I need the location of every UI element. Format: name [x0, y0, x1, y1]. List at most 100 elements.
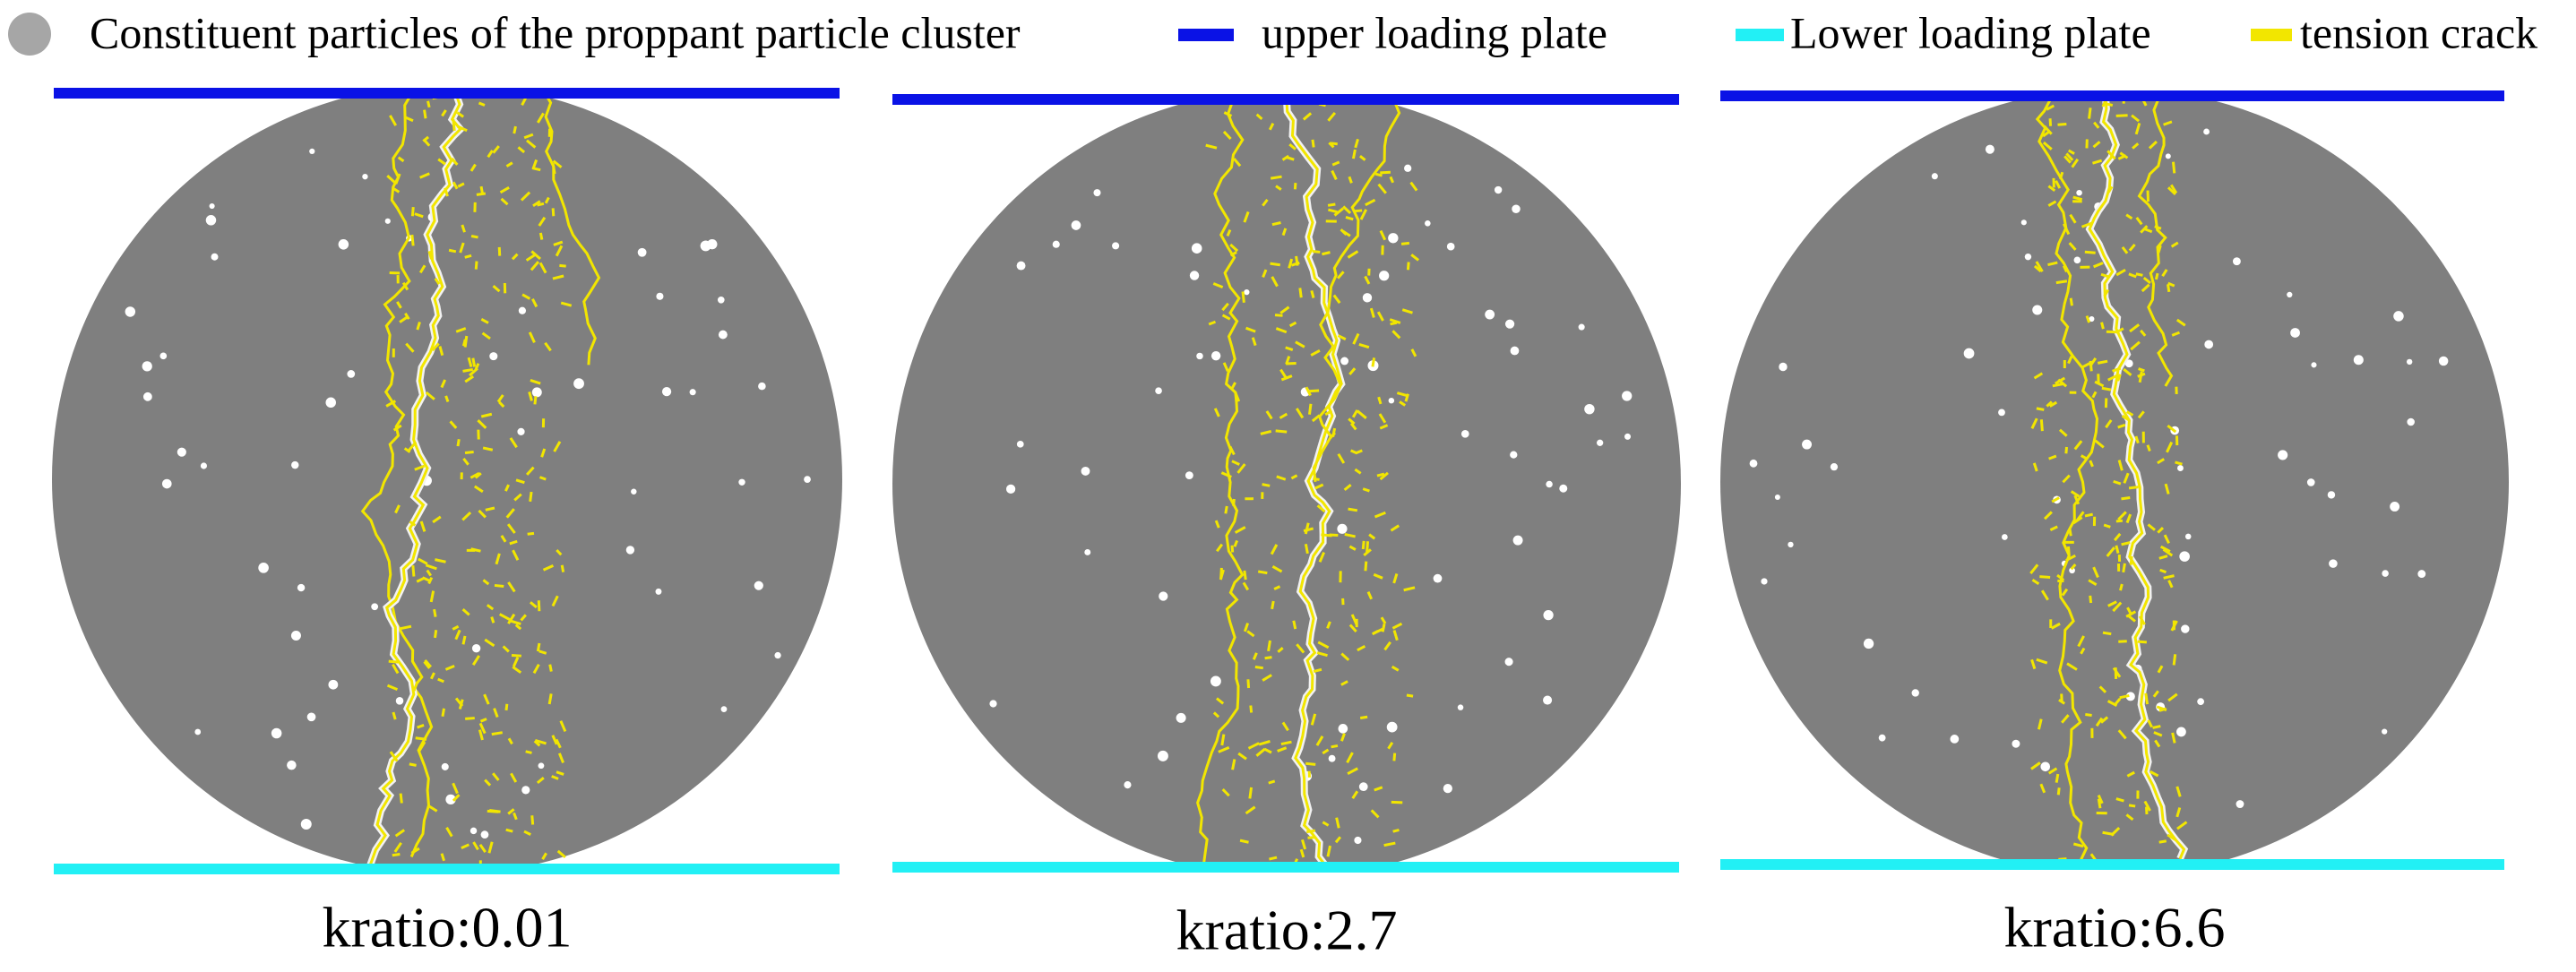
tension-crack: [1237, 752, 1247, 761]
pore: [328, 679, 339, 690]
tension-crack: [2072, 195, 2083, 202]
tension-crack: [530, 250, 541, 261]
tension-crack: [1347, 767, 1358, 775]
tension-crack: [1220, 734, 1226, 746]
tension-crack: [1362, 487, 1370, 493]
tension-crack: [1222, 362, 1229, 373]
tension-crack: [492, 772, 500, 781]
tension-crack: [440, 853, 445, 862]
upper-plate: [1720, 90, 2504, 101]
tension-crack: [397, 156, 405, 163]
tension-crack: [556, 770, 564, 776]
tension-crack: [538, 262, 547, 274]
tension-crack: [444, 395, 450, 402]
tension-crack: [2102, 631, 2112, 636]
tension-crack: [1288, 142, 1297, 151]
tension-crack: [1399, 400, 1407, 407]
tension-crack: [1379, 471, 1389, 481]
pore: [2181, 624, 2190, 633]
pore: [2012, 739, 2020, 748]
tension-crack: [2163, 574, 2175, 580]
tension-crack: [2153, 731, 2163, 737]
tension-crack: [526, 139, 537, 149]
tension-crack: [2110, 826, 2121, 837]
tension-crack: [2167, 692, 2178, 702]
tension-crack: [1270, 262, 1280, 267]
pore: [2417, 570, 2426, 578]
pore: [1124, 781, 1132, 789]
upper-plate: [54, 88, 840, 99]
tension-crack: [1370, 809, 1380, 819]
tension-crack: [1390, 321, 1398, 326]
pore: [371, 603, 379, 611]
tension-crack: [2115, 797, 2124, 803]
tension-crack: [1304, 543, 1309, 555]
tension-crack: [1364, 275, 1371, 285]
tension-crack: [2073, 495, 2081, 505]
pore: [1494, 185, 1503, 194]
pore: [1443, 784, 1452, 794]
tension-crack: [2146, 444, 2151, 452]
tension-crack: [515, 478, 525, 485]
tension-crack: [2069, 297, 2073, 306]
tension-crack: [1390, 524, 1400, 532]
pore: [1155, 387, 1162, 395]
pore: [1112, 242, 1120, 250]
tension-crack: [559, 263, 566, 268]
tension-crack: [1275, 185, 1282, 191]
tension-crack: [530, 261, 540, 271]
tension-crack: [2154, 272, 2159, 280]
tension-crack: [1366, 591, 1374, 600]
tension-crack: [1340, 733, 1346, 742]
tension-crack: [1377, 183, 1387, 194]
tension-crack: [423, 109, 427, 119]
tension-crack: [2039, 419, 2044, 432]
tension-crack: [1326, 845, 1331, 857]
tension-crack: [507, 581, 516, 593]
tension-crack: [1231, 460, 1240, 466]
tension-crack: [1299, 848, 1305, 858]
tension-crack: [2157, 245, 2162, 254]
tension-crack: [2142, 227, 2153, 234]
tension-crack: [464, 254, 472, 259]
tension-crack: [409, 762, 417, 767]
tension-crack: [1252, 652, 1258, 660]
tension-crack: [529, 601, 538, 609]
tension-crack: [511, 619, 521, 625]
tension-crack: [1219, 569, 1225, 581]
pore: [717, 296, 725, 304]
tension-crack: [456, 125, 468, 133]
tension-crack: [471, 655, 480, 667]
tension-crack: [472, 841, 479, 851]
tension-crack: [1216, 543, 1224, 553]
tension-crack: [2047, 200, 2057, 207]
tension-crack: [461, 511, 472, 521]
tension-crack: [2163, 120, 2173, 126]
pore: [1485, 309, 1495, 320]
pore: [441, 762, 449, 770]
tension-crack: [1379, 229, 1387, 241]
tension-crack: [1214, 520, 1220, 529]
tension-crack: [544, 196, 550, 204]
upper-plate: [892, 94, 1679, 105]
tension-crack: [386, 684, 399, 692]
pore: [2236, 800, 2244, 808]
pore: [1774, 494, 1780, 501]
tension-crack: [408, 441, 418, 452]
tension-crack: [1224, 505, 1228, 514]
tension-crack: [425, 563, 437, 571]
pore: [300, 819, 312, 830]
pore: [2089, 316, 2095, 323]
pore: [538, 762, 545, 770]
pore: [1244, 289, 1250, 296]
tension-crack: [1295, 340, 1305, 348]
tension-crack: [2066, 662, 2078, 671]
pore: [1388, 233, 1399, 244]
tension-crack: [1374, 786, 1383, 792]
tension-crack: [2125, 513, 2132, 524]
tension-crack: [1268, 779, 1276, 785]
tension-crack: [528, 391, 533, 401]
pore: [1084, 549, 1091, 555]
tension-crack: [534, 739, 547, 745]
tension-crack: [414, 212, 424, 219]
